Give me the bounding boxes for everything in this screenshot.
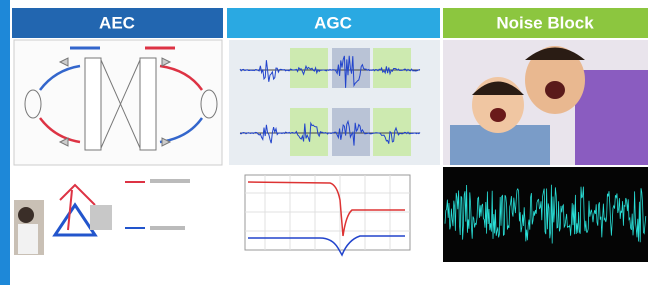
aec-scene: [14, 167, 222, 260]
panel-title: AGC: [314, 13, 352, 32]
noise-waveform: [443, 167, 648, 262]
noise-photo: [443, 40, 648, 165]
left-strip: [0, 0, 10, 285]
page: AEC AGC Noise Block: [0, 0, 648, 285]
screenshot: AEC AGC Noise Block: [0, 0, 648, 285]
panel-title: Noise Block: [496, 13, 594, 32]
aec-diagram: [14, 40, 222, 165]
panel-title: AEC: [99, 13, 135, 32]
agc-plot: [229, 167, 440, 260]
agc-waveforms: [229, 40, 440, 165]
